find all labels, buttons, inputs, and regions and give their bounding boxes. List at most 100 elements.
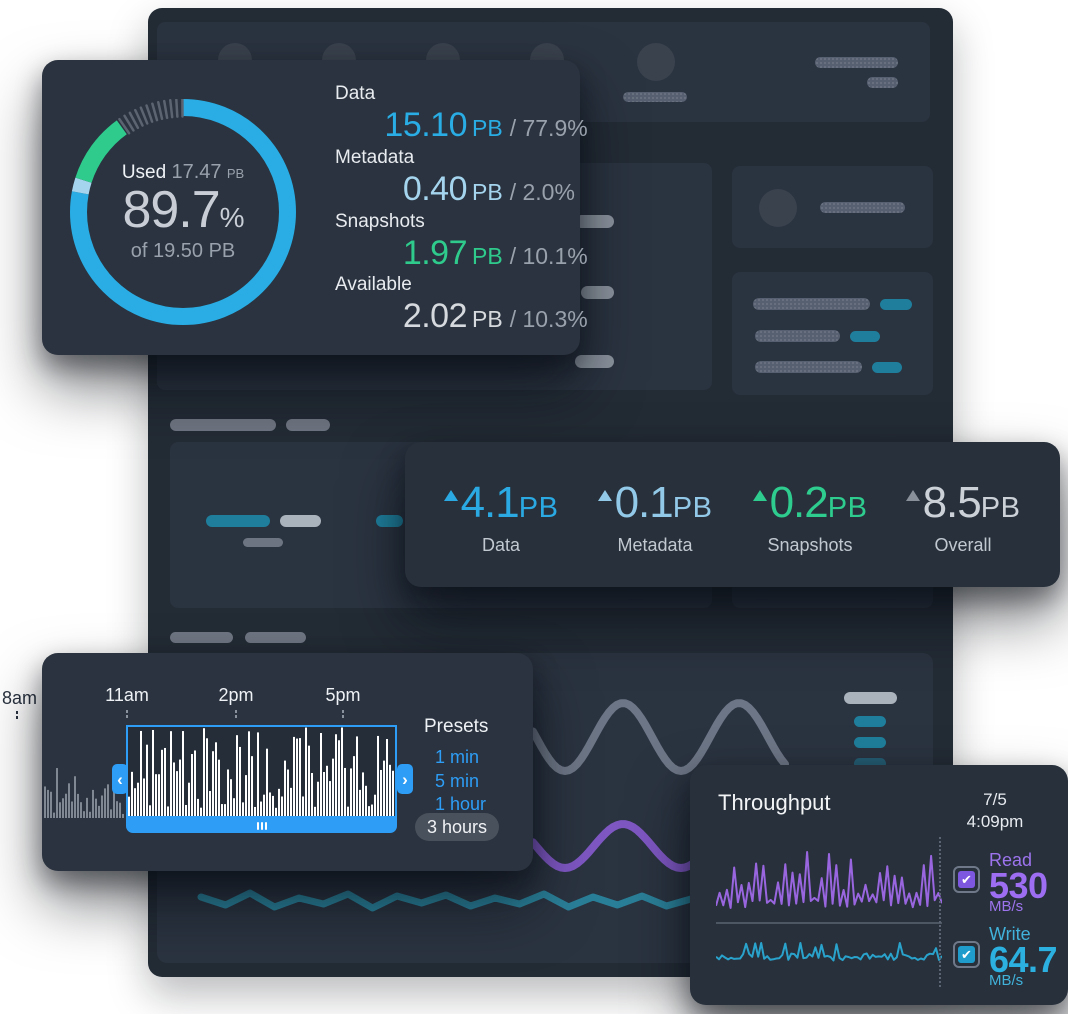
total-capacity: of 19.50 PB	[130, 239, 236, 262]
capacity-row-data: Data 15.10 PB/ 77.9%	[333, 83, 588, 145]
grip-icon	[256, 821, 259, 830]
growth-unit: PB	[518, 492, 559, 524]
capacity-row-snapshots: Snapshots 1.97 PB/ 10.1%	[333, 211, 588, 273]
chevron-right-icon[interactable]: ›	[397, 764, 413, 794]
preset-1hour[interactable]: 1 hour	[435, 794, 487, 814]
tab-placeholder	[286, 419, 330, 431]
row-unit: PB	[472, 115, 503, 141]
row-share: / 10.1%	[509, 243, 588, 269]
growth-overall: 8.5PB Overall	[888, 478, 1038, 556]
selection-scrollbar[interactable]	[126, 818, 397, 833]
growth-snapshots: 0.2PB Snapshots	[735, 478, 885, 556]
capacity-card: Used 17.47 PB 89.7% of 19.50 PB Data 15.…	[42, 60, 588, 355]
value-placeholder	[850, 331, 880, 342]
avatar-placeholder	[637, 43, 675, 81]
throughput-title: Throughput	[718, 790, 831, 815]
bar-placeholder	[376, 515, 403, 527]
row-label: Snapshots	[335, 211, 425, 232]
text-placeholder	[755, 361, 862, 373]
text-placeholder	[755, 330, 840, 342]
donut-center-text: Used 17.47 PB 89.7% of 19.50 PB	[70, 99, 296, 325]
tick-mark	[235, 710, 237, 719]
read-throughput-chart	[716, 851, 942, 909]
text-placeholder	[753, 298, 870, 310]
time-range-card: 11am 2pm 5pm ‹ › Presets 1 min 5 min 1 h…	[42, 653, 533, 871]
row-share: / 2.0%	[509, 179, 575, 205]
throughput-datetime: 7/5 4:09pm	[940, 789, 1050, 833]
read-unit: MB/s	[989, 898, 1024, 915]
activity-histogram-outside	[44, 768, 124, 818]
throughput-time: 4:09pm	[966, 812, 1024, 832]
row-unit: PB	[472, 243, 503, 269]
write-unit: MB/s	[989, 972, 1024, 989]
chart-divider	[716, 922, 942, 924]
row-share: / 10.3%	[509, 306, 588, 332]
legend-placeholder	[854, 758, 886, 769]
row-value: 15.10	[384, 106, 467, 144]
row-value: 1.97	[402, 234, 468, 272]
row-value: 2.02	[402, 297, 468, 335]
time-tick-11am: 11am	[105, 685, 149, 705]
capacity-row-metadata: Metadata 0.40 PB/ 2.0%	[333, 147, 575, 209]
text-placeholder	[815, 57, 898, 68]
text-placeholder	[623, 92, 687, 102]
time-selection-window[interactable]	[126, 725, 397, 818]
read-checkbox[interactable]: ✔	[953, 866, 980, 893]
used-value: 17.47	[171, 161, 222, 184]
used-unit: PB	[226, 166, 245, 182]
activity-histogram-selected	[128, 727, 394, 816]
time-tick-8am: 8am	[2, 688, 38, 708]
growth-unit: PB	[827, 492, 868, 524]
triangle-up-icon	[597, 490, 612, 501]
preset-5min[interactable]: 5 min	[435, 771, 480, 791]
legend-placeholder	[854, 716, 886, 727]
tab-placeholder	[245, 632, 306, 643]
write-label: Write	[989, 924, 1031, 944]
growth-label: Data	[481, 535, 521, 555]
row-label: Metadata	[335, 147, 415, 168]
checkmark-icon: ✔	[961, 947, 972, 962]
capacity-donut-chart	[70, 99, 296, 325]
presets-title: Presets	[424, 716, 489, 737]
value-placeholder	[880, 299, 912, 310]
bar-placeholder	[206, 515, 270, 527]
row-label: Available	[335, 274, 412, 295]
row-share: / 77.9%	[509, 115, 588, 141]
preset-3hours-selected[interactable]: 3 hours	[415, 813, 499, 841]
text-placeholder	[867, 77, 898, 88]
legend-placeholder	[854, 737, 886, 748]
text-placeholder	[243, 538, 283, 547]
text-placeholder	[820, 202, 905, 213]
row-label: Data	[335, 83, 376, 104]
chart-axis-line	[939, 837, 941, 987]
row-value: 0.40	[402, 170, 468, 208]
time-tick-5pm: 5pm	[325, 685, 361, 705]
growth-label: Overall	[934, 535, 992, 555]
growth-stats-card: 4.1PB Data 0.1PB Metadata 0.2PB Snapshot…	[405, 442, 1060, 587]
time-tick-2pm: 2pm	[218, 685, 254, 705]
background-wave-charts	[197, 699, 789, 912]
used-label: Used	[121, 162, 167, 184]
growth-value: 0.1	[614, 478, 674, 527]
tick-mark	[16, 711, 18, 720]
grip-icon	[260, 821, 263, 830]
legend-placeholder	[844, 692, 897, 704]
preset-1min[interactable]: 1 min	[435, 747, 480, 767]
growth-value: 8.5	[922, 478, 982, 527]
chevron-left-icon[interactable]: ‹	[112, 764, 128, 794]
read-value: 530	[989, 865, 1048, 906]
text-placeholder	[575, 215, 614, 228]
bar-placeholder	[280, 515, 321, 527]
write-checkbox[interactable]: ✔	[953, 941, 980, 968]
write-value: 64.7	[989, 939, 1058, 980]
tab-placeholder	[170, 419, 276, 431]
tick-mark	[342, 710, 344, 719]
text-placeholder	[581, 286, 614, 299]
growth-label: Metadata	[617, 535, 693, 555]
capacity-row-available: Available 2.02 PB/ 10.3%	[333, 274, 588, 336]
growth-label: Snapshots	[767, 535, 853, 555]
growth-unit: PB	[672, 492, 713, 524]
used-percent: 89.7	[122, 181, 220, 240]
checkmark-icon: ✔	[961, 872, 972, 887]
throughput-card: Throughput 7/5 4:09pm ✔ Read 530 MB/s ✔ …	[690, 765, 1068, 1005]
